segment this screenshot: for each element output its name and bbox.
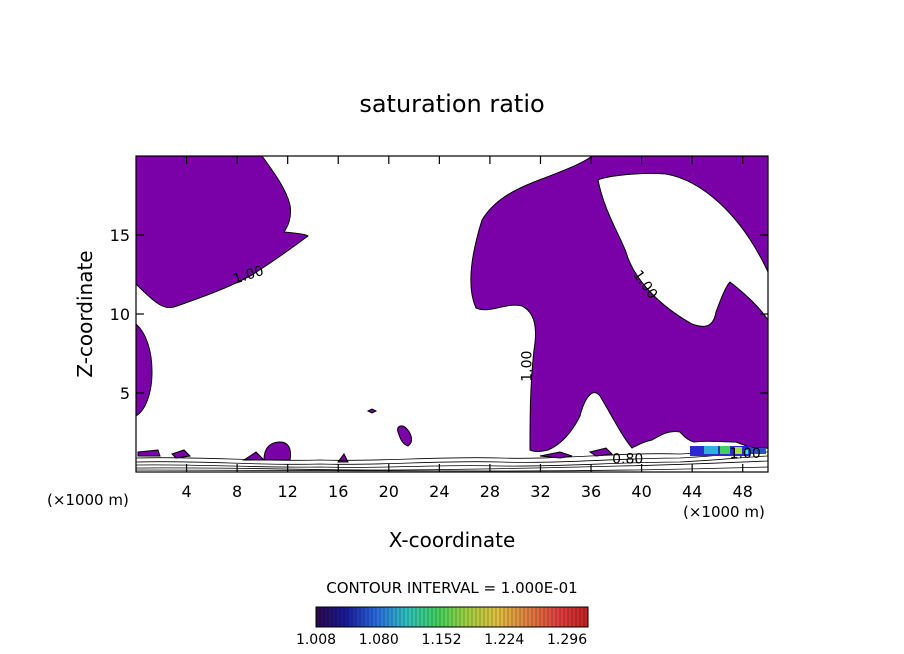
y-ticks: 5 10 15	[110, 226, 768, 403]
x-unit-label-right: (×1000 m)	[683, 503, 765, 521]
x-tick-label: 4	[181, 482, 191, 501]
x-ticks: 4 8 12 16 20 24 28 32 36 40 44 48	[181, 156, 753, 501]
colorbar: 1.008 1.080 1.152 1.224 1.296	[296, 606, 589, 648]
blob-9	[588, 447, 614, 457]
colorbar-tick-label: 1.080	[359, 632, 399, 648]
y-tick-label: 15	[110, 226, 130, 245]
x-tick-label: 32	[530, 482, 550, 501]
x-tick-label: 44	[682, 482, 702, 501]
supersaturation-spots	[690, 446, 766, 456]
x-tick-label: 24	[429, 482, 449, 501]
y-tick-label: 5	[120, 384, 130, 403]
x-tick-label: 28	[480, 482, 500, 501]
blob-5	[171, 449, 192, 459]
plot-area: 1.00 1.001.000.80 1.00	[136, 156, 768, 472]
x-axis-label: X-coordinate	[389, 528, 516, 552]
colorbar-tick-label: 1.296	[547, 632, 587, 648]
contour-label: 1.00	[730, 446, 761, 462]
x-tick-label: 20	[379, 482, 399, 501]
blob-4	[137, 449, 161, 457]
contour-interval-label: CONTOUR INTERVAL = 1.000E-01	[326, 579, 577, 597]
x-unit-label-left: (×1000 m)	[47, 491, 129, 509]
colorbar-tick-label: 1.152	[421, 632, 461, 648]
contour-label: 1.00	[520, 351, 536, 382]
blob-2	[397, 425, 413, 447]
x-tick-label: 48	[733, 482, 753, 501]
chart-title: saturation ratio	[359, 90, 544, 118]
x-tick-label: 12	[278, 482, 298, 501]
x-tick-label: 8	[232, 482, 242, 501]
blob-3	[366, 408, 378, 414]
y-axis-label: Z-coordinate	[73, 250, 97, 377]
region-right	[470, 156, 768, 452]
y-tick-label: 10	[110, 305, 130, 324]
region-upper-left	[136, 156, 309, 308]
colorbar-tick-label: 1.224	[484, 632, 524, 648]
contour-label: 0.80	[612, 451, 643, 467]
x-tick-label: 16	[328, 482, 348, 501]
colorbar-tick-label: 1.008	[296, 632, 336, 648]
x-tick-label: 40	[631, 482, 651, 501]
blob-1	[263, 441, 291, 461]
x-tick-label: 36	[581, 482, 601, 501]
